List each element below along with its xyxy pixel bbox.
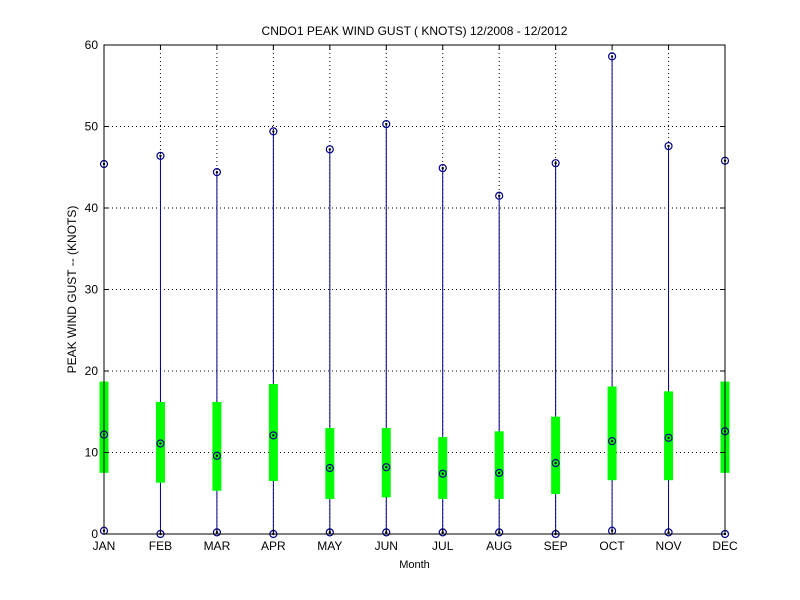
median-marker-may: [325, 463, 334, 473]
min-marker-jul: [438, 528, 447, 537]
min-marker-mar: [212, 528, 222, 537]
x-axis-label: Month: [399, 559, 430, 571]
y-tick-label: 10: [85, 446, 99, 460]
iqr-box-mar: [212, 401, 222, 491]
y-axis-label: PEAK WIND GUST -- (KNOTS): [65, 206, 79, 374]
x-tick-label: SEP: [544, 539, 568, 553]
max-marker-dot-apr: [272, 130, 275, 133]
median-marker-dot-nov: [667, 436, 670, 440]
max-marker-mar: [212, 168, 222, 177]
max-marker-dot-jul: [441, 166, 444, 170]
x-ticks: JAN FEB MAR APR MAY JUN JUL AUG SEP OCT NOV DEC: [93, 45, 738, 553]
iqr-box-nov: [664, 391, 674, 481]
max-marker-jun: [382, 119, 391, 129]
median-marker-jun: [382, 463, 391, 472]
max-marker-dot-nov: [667, 144, 670, 148]
median-marker-dot-may: [328, 466, 332, 470]
median-marker-jul: [438, 469, 447, 478]
max-marker-apr: [269, 127, 278, 136]
min-marker-may: [325, 528, 334, 537]
max-marker-aug: [495, 191, 504, 200]
min-marker-jun: [382, 528, 391, 537]
median-marker-dot-oct: [610, 439, 614, 443]
median-marker-aug: [495, 468, 504, 477]
iqr-box-aug: [494, 431, 504, 499]
y-tick-label: 0: [91, 527, 98, 541]
median-marker-dot-aug: [497, 471, 501, 475]
x-tick-label: NOV: [656, 539, 682, 553]
max-marker-sep: [551, 159, 560, 168]
x-tick-label: MAR: [204, 539, 231, 553]
y-ticks: 0 10 20 30 40 50 60: [85, 38, 725, 541]
max-marker-dot-jun: [385, 122, 388, 126]
max-marker-jul: [438, 163, 447, 173]
x-tick-label: OCT: [599, 539, 625, 553]
median-marker-dot-jun: [385, 465, 388, 469]
median-marker-dot-sep: [554, 461, 557, 465]
max-marker-dot-mar: [215, 170, 219, 174]
max-marker-dot-may: [328, 148, 332, 151]
y-tick-label: 30: [85, 283, 99, 297]
iqr-box-feb: [155, 401, 165, 483]
median-marker-sep: [551, 458, 560, 468]
max-marker-oct: [607, 52, 617, 61]
x-tick-label: JUL: [432, 539, 454, 553]
max-marker-nov: [664, 141, 673, 151]
median-marker-oct: [607, 436, 617, 446]
max-marker-feb: [156, 151, 165, 160]
iqr-box-may: [325, 428, 335, 499]
iqr-box-jun: [381, 428, 391, 498]
median-marker-feb: [156, 439, 165, 448]
x-tick-label: JUN: [375, 539, 398, 553]
x-tick-label: AUG: [486, 539, 512, 553]
chart-title: CNDO1 PEAK WIND GUST ( KNOTS) 12/2008 - …: [262, 24, 568, 38]
max-marker-dot-aug: [497, 194, 501, 197]
median-marker-nov: [664, 433, 673, 442]
min-marker-nov: [664, 528, 673, 537]
median-marker-mar: [212, 451, 222, 460]
y-tick-label: 20: [85, 364, 99, 378]
x-tick-label: APR: [261, 539, 286, 553]
x-tick-label: MAY: [317, 539, 342, 553]
iqr-box-jul: [438, 437, 448, 499]
median-marker-dot-jul: [441, 472, 444, 475]
median-marker-dot-mar: [215, 454, 219, 457]
max-marker-dot-feb: [159, 154, 162, 158]
y-tick-label: 50: [85, 120, 99, 134]
median-marker-apr: [269, 431, 278, 440]
iqr-box-apr: [268, 384, 278, 482]
x-tick-label: DEC: [712, 539, 738, 553]
x-tick-label: JAN: [93, 539, 116, 553]
y-tick-label: 60: [85, 38, 99, 52]
min-marker-aug: [495, 528, 504, 537]
max-marker-dot-sep: [554, 161, 557, 165]
max-marker-may: [325, 145, 334, 154]
y-tick-label: 40: [85, 201, 99, 215]
median-marker-dot-feb: [159, 442, 162, 445]
iqr-box-sep: [551, 416, 561, 495]
median-marker-dot-apr: [272, 434, 275, 437]
x-tick-label: FEB: [149, 539, 172, 553]
max-marker-dot-oct: [610, 55, 614, 58]
iqr-box-oct: [607, 386, 617, 481]
